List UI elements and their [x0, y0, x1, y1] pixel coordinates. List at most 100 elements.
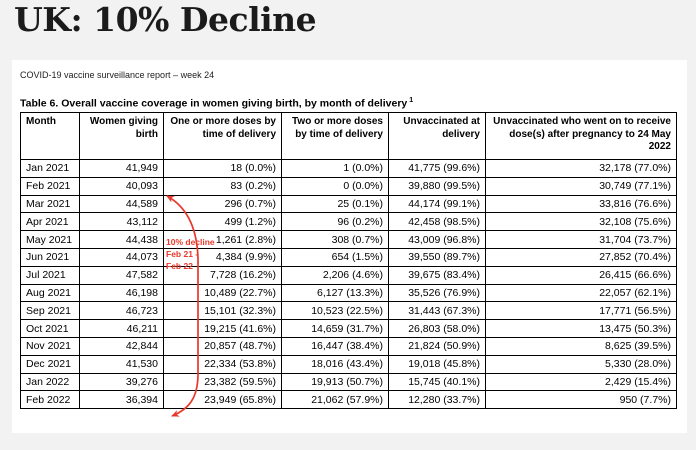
table-header-row: Month Women giving birth One or more doses…: [20, 112, 677, 160]
cell-unvaccinated-later-dosed: 31,704 (73.7%): [485, 230, 677, 249]
cell-women-giving-birth: 44,438: [79, 230, 164, 249]
cell-unvaccinated-at-delivery: 42,458 (98.5%): [388, 212, 486, 232]
cell-one-or-more-doses: 296 (0.7%): [163, 194, 282, 214]
cell-one-or-more-doses: 83 (0.2%): [163, 176, 282, 196]
cell-unvaccinated-later-dosed: 5,330 (28.0%): [485, 354, 677, 374]
cell-month: Dec 2021: [20, 354, 80, 374]
table-row: Oct 2021 46,211 19,215 (41.6%) 14,659 (31.7…: [20, 319, 677, 338]
table-caption-text: Table 6. Overall vaccine coverage in wom…: [20, 97, 408, 110]
cell-two-or-more-doses: 1 (0.0%): [281, 159, 389, 178]
cell-unvaccinated-at-delivery: 44,174 (99.1%): [388, 194, 486, 214]
cell-women-giving-birth: 40,093: [79, 176, 164, 196]
decline-annotation-line3: Feb 22: [166, 261, 193, 271]
column-header-one-or-more-doses: One or more doses by time of delivery: [163, 112, 282, 160]
cell-two-or-more-doses: 308 (0.7%): [281, 230, 389, 249]
cell-unvaccinated-at-delivery: 12,280 (33.7%): [388, 390, 486, 410]
cell-month: Jul 2021: [20, 265, 80, 285]
cell-unvaccinated-later-dosed: 22,057 (62.1%): [485, 283, 677, 303]
cell-two-or-more-doses: 96 (0.2%): [281, 212, 389, 232]
column-header-unvaccinated-at-delivery: Unvaccinated at delivery: [388, 112, 486, 160]
cell-one-or-more-doses: 20,857 (48.7%): [163, 336, 282, 356]
cell-unvaccinated-later-dosed: 2,429 (15.4%): [485, 372, 677, 392]
cell-month: Feb 2022: [20, 390, 80, 410]
cell-one-or-more-doses: 19,215 (41.6%): [163, 319, 282, 338]
cell-women-giving-birth: 44,073: [79, 247, 164, 267]
cell-unvaccinated-later-dosed: 950 (7.7%): [485, 390, 677, 410]
table-caption-footnote-marker: 1: [409, 97, 414, 104]
cell-women-giving-birth: 41,949: [79, 159, 164, 178]
cell-one-or-more-doses: 23,382 (59.5%): [163, 372, 282, 392]
cell-unvaccinated-later-dosed: 32,108 (75.6%): [485, 212, 677, 232]
table-row: Jan 2022 39,276 23,382 (59.5%) 19,913 (50.7…: [20, 372, 677, 392]
cell-unvaccinated-later-dosed: 30,749 (77.1%): [485, 176, 677, 196]
cell-two-or-more-doses: 25 (0.1%): [281, 194, 389, 214]
cell-month: Apr 2021: [20, 212, 80, 232]
table-row: Sep 2021 46,723 15,101 (32.3%) 10,523 (22.5…: [20, 301, 677, 321]
cell-month: May 2021: [20, 230, 80, 249]
cell-two-or-more-doses: 2,206 (4.6%): [281, 265, 389, 285]
cell-unvaccinated-at-delivery: 43,009 (96.8%): [388, 230, 486, 249]
column-header-unvaccinated-later-dosed: Unvaccinated who went on to receive dose…: [485, 112, 677, 160]
cell-two-or-more-doses: 6,127 (13.3%): [281, 283, 389, 303]
cell-one-or-more-doses: 10,489 (22.7%): [163, 283, 282, 303]
cell-month: Oct 2021: [20, 319, 80, 338]
cell-women-giving-birth: 43,112: [79, 212, 164, 232]
cell-unvaccinated-at-delivery: 26,803 (58.0%): [388, 319, 486, 338]
table-row: Jul 2021 47,582 7,728 (16.2%) 2,206 (4.6%) 3…: [20, 265, 677, 285]
cell-one-or-more-doses: 15,101 (32.3%): [163, 301, 282, 321]
cell-two-or-more-doses: 18,016 (43.4%): [281, 354, 389, 374]
cell-women-giving-birth: 42,844: [79, 336, 164, 356]
vaccine-coverage-table: Month Women giving birth One or more doses…: [20, 112, 677, 410]
cell-unvaccinated-at-delivery: 39,675 (83.4%): [388, 265, 486, 285]
cell-unvaccinated-later-dosed: 13,475 (50.3%): [485, 319, 677, 338]
cell-unvaccinated-later-dosed: 33,816 (76.6%): [485, 194, 677, 214]
cell-unvaccinated-at-delivery: 15,745 (40.1%): [388, 372, 486, 392]
report-header-line: COVID-19 vaccine surveillance report – w…: [20, 70, 215, 80]
cell-unvaccinated-at-delivery: 31,443 (67.3%): [388, 301, 486, 321]
cell-two-or-more-doses: 10,523 (22.5%): [281, 301, 389, 321]
cell-women-giving-birth: 46,198: [79, 283, 164, 303]
cell-women-giving-birth: 36,394: [79, 390, 164, 410]
table-row: Aug 2021 46,198 10,489 (22.7%) 6,127 (13.3%…: [20, 283, 677, 303]
cell-unvaccinated-later-dosed: 26,415 (66.6%): [485, 265, 677, 285]
cell-unvaccinated-at-delivery: 19,018 (45.8%): [388, 354, 486, 374]
cell-women-giving-birth: 46,211: [79, 319, 164, 338]
table-caption: Table 6. Overall vaccine coverage in wom…: [20, 97, 413, 110]
cell-unvaccinated-later-dosed: 17,771 (56.5%): [485, 301, 677, 321]
cell-unvaccinated-at-delivery: 39,880 (99.5%): [388, 176, 486, 196]
cell-unvaccinated-later-dosed: 8,625 (39.5%): [485, 336, 677, 356]
cell-unvaccinated-later-dosed: 32,178 (77.0%): [485, 159, 677, 178]
cell-month: Nov 2021: [20, 336, 80, 356]
page-title: UK: 10% Decline: [14, 0, 317, 39]
cell-one-or-more-doses: 499 (1.2%): [163, 212, 282, 232]
column-header-two-or-more-doses: Two or more doses by time of delivery: [281, 112, 389, 160]
cell-month: Sep 2021: [20, 301, 80, 321]
table-row: Feb 2021 40,093 83 (0.2%) 0 (0.0%) 39,880 (9…: [20, 176, 677, 196]
table-row: Mar 2021 44,589 296 (0.7%) 25 (0.1%) 44,174 …: [20, 194, 677, 214]
report-panel: COVID-19 vaccine surveillance report – w…: [12, 60, 687, 433]
cell-women-giving-birth: 39,276: [79, 372, 164, 392]
column-header-women-giving-birth: Women giving birth: [79, 112, 164, 160]
decline-annotation-line2: Feb 21 -: [166, 249, 199, 259]
column-header-month: Month: [20, 112, 80, 160]
cell-two-or-more-doses: 19,913 (50.7%): [281, 372, 389, 392]
table-row: Nov 2021 42,844 20,857 (48.7%) 16,447 (38.4…: [20, 336, 677, 356]
cell-women-giving-birth: 44,589: [79, 194, 164, 214]
cell-one-or-more-doses: 18 (0.0%): [163, 159, 282, 178]
cell-two-or-more-doses: 21,062 (57.9%): [281, 390, 389, 410]
table-row: Apr 2021 43,112 499 (1.2%) 96 (0.2%) 42,458 …: [20, 212, 677, 232]
cell-unvaccinated-at-delivery: 41,775 (99.6%): [388, 159, 486, 178]
cell-one-or-more-doses: 22,334 (53.8%): [163, 354, 282, 374]
cell-women-giving-birth: 47,582: [79, 265, 164, 285]
cell-women-giving-birth: 46,723: [79, 301, 164, 321]
cell-month: Jun 2021: [20, 247, 80, 267]
cell-two-or-more-doses: 654 (1.5%): [281, 247, 389, 267]
decline-annotation-line1: 10% decline: [166, 237, 215, 247]
cell-month: Jan 2021: [20, 159, 80, 178]
table-header: Month Women giving birth One or more doses…: [20, 112, 677, 160]
table-body: Jan 2021 41,949 18 (0.0%) 1 (0.0%) 41,775 (9…: [20, 159, 677, 410]
cell-two-or-more-doses: 0 (0.0%): [281, 176, 389, 196]
table-row: Jan 2021 41,949 18 (0.0%) 1 (0.0%) 41,775 (9…: [20, 159, 677, 178]
cell-month: Jan 2022: [20, 372, 80, 392]
